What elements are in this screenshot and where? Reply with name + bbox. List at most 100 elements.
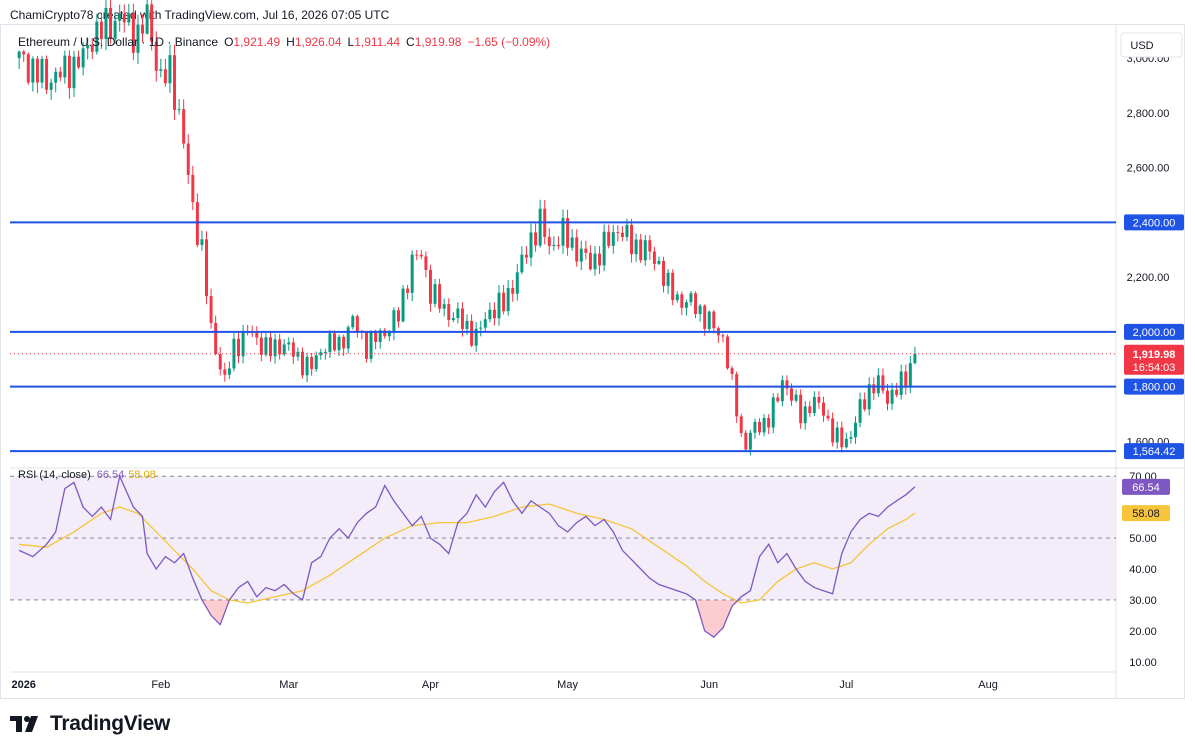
candle-down xyxy=(730,368,734,375)
change-value: −1.65 (−0.09%) xyxy=(467,35,550,49)
candle-down xyxy=(502,292,506,312)
candle-up xyxy=(657,260,661,264)
candle-up xyxy=(483,319,487,328)
candle-down xyxy=(662,260,666,286)
rsi-value-tag xyxy=(1122,478,1170,495)
level-price-label: 2,400.00 xyxy=(1133,217,1176,229)
candle-down xyxy=(182,109,186,144)
rsi-tick-label: 40.00 xyxy=(1129,564,1157,576)
open-value: 1,921.49 xyxy=(233,35,280,49)
candle-down xyxy=(799,394,803,424)
candle-down xyxy=(419,254,423,257)
candle-up xyxy=(177,109,181,111)
candle-up xyxy=(634,239,638,255)
candle-up xyxy=(506,287,510,312)
candle-down xyxy=(822,402,825,416)
price-tick-label: 2,600.00 xyxy=(1127,163,1170,175)
last-price-label: 1,919.98 xyxy=(1133,349,1176,361)
candle-up xyxy=(780,380,784,402)
candle-down xyxy=(259,337,263,355)
low-label: L xyxy=(348,35,355,49)
candle-down xyxy=(415,254,419,256)
candle-up xyxy=(748,432,752,450)
rsi-tick-label: 50.00 xyxy=(1129,533,1157,545)
candle-down xyxy=(648,240,652,252)
candle-down xyxy=(355,316,359,332)
candle-down xyxy=(141,24,145,34)
rsi-oversold-fill xyxy=(704,599,714,638)
candle-up xyxy=(232,338,236,369)
candle-down xyxy=(712,311,716,329)
candle-down xyxy=(524,254,528,258)
candle-up xyxy=(86,45,90,49)
candle-down xyxy=(122,13,126,23)
candle-up xyxy=(127,13,131,23)
candle-down xyxy=(511,287,515,294)
candle-down xyxy=(269,337,272,357)
candle-up xyxy=(520,254,524,273)
candle-up xyxy=(72,56,76,89)
candle-up xyxy=(602,231,606,266)
candle-up xyxy=(273,339,277,357)
candle-down xyxy=(278,339,282,355)
candle-down xyxy=(598,253,602,266)
candle-down xyxy=(154,41,158,71)
candle-up xyxy=(675,294,679,301)
price-tick-label: 2,200.00 xyxy=(1127,272,1170,284)
rsi-tick-label: 30.00 xyxy=(1129,595,1157,607)
time-tick-label: May xyxy=(557,679,578,691)
brand-name: TradingView xyxy=(50,712,171,735)
candle-down xyxy=(881,375,885,391)
rsi-ma-line xyxy=(19,503,916,604)
tradingview-logo[interactable]: TradingView xyxy=(10,712,170,736)
candle-up xyxy=(17,51,21,59)
rsi-ma-legend-value: 58.08 xyxy=(128,469,156,481)
candle-down xyxy=(90,45,94,52)
candle-up xyxy=(305,356,309,376)
candle-down xyxy=(904,371,908,388)
open-label: O xyxy=(224,35,233,49)
candle-down xyxy=(131,13,135,53)
rsi-oversold-fill xyxy=(713,599,723,638)
candle-up xyxy=(890,389,894,404)
candle-up xyxy=(812,396,816,414)
candle-up xyxy=(282,344,286,355)
candle-down xyxy=(291,342,295,357)
candle-up xyxy=(456,308,460,319)
candle-up xyxy=(49,82,53,90)
candle-up xyxy=(844,438,848,448)
candle-down xyxy=(584,248,588,253)
time-tick-label: Apr xyxy=(422,679,439,691)
candle-up xyxy=(264,337,268,355)
candle-down xyxy=(186,143,190,175)
candle-down xyxy=(492,309,496,319)
candle-down xyxy=(735,374,739,417)
candle-up xyxy=(479,327,483,329)
candle-down xyxy=(744,432,748,450)
candle-down xyxy=(99,21,103,40)
candle-up xyxy=(570,237,574,248)
candle-up xyxy=(611,232,615,246)
candle-up xyxy=(159,69,163,71)
candle-up xyxy=(442,304,446,309)
candle-up xyxy=(168,55,172,84)
candle-up xyxy=(145,4,149,34)
candle-down xyxy=(534,232,538,246)
rsi-ma-value-tag xyxy=(1122,505,1170,522)
price-tick-label: 2,800.00 xyxy=(1127,108,1170,120)
candle-down xyxy=(22,51,26,55)
candle-up xyxy=(136,24,140,53)
candle-up xyxy=(908,363,912,388)
candle-up xyxy=(40,58,44,83)
candle-up xyxy=(771,397,775,428)
candle-down xyxy=(255,332,259,338)
rsi-legend-value: 66.54 xyxy=(97,469,125,481)
low-value: 1,911.44 xyxy=(354,35,400,49)
candle-up xyxy=(753,421,757,433)
candle-down xyxy=(767,417,771,428)
currency-label[interactable]: USD xyxy=(1130,40,1153,52)
candle-up xyxy=(401,288,405,322)
candle-down xyxy=(173,55,177,110)
candle-up xyxy=(698,305,702,315)
